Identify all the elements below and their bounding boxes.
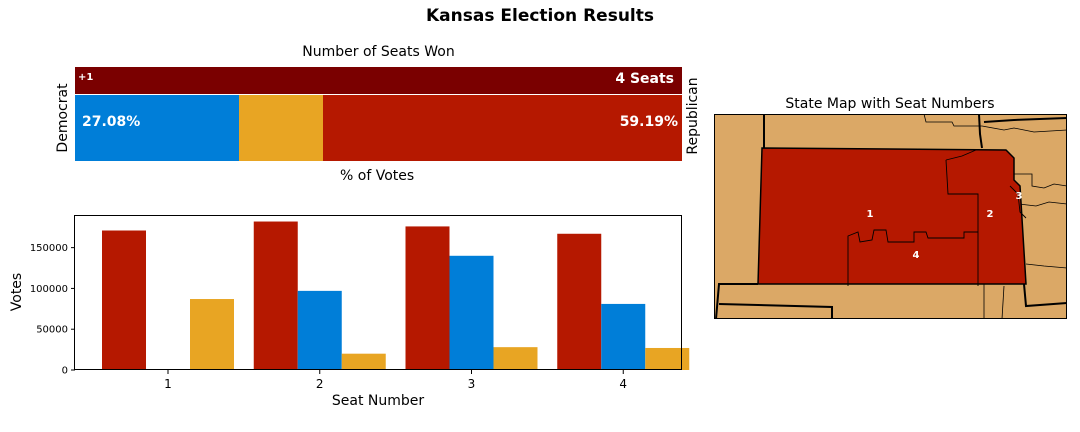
district-label-1: 1 [867, 209, 874, 220]
bar-seat-2-other [341, 353, 386, 370]
district-label-2: 2 [987, 209, 994, 220]
y-tick-label: 150000 [30, 243, 68, 254]
district-label-3: 3 [1016, 191, 1023, 202]
bar-seat-4-other [645, 347, 690, 370]
y-axis-label: Votes [9, 273, 25, 311]
bar-seat-1-republican [102, 230, 146, 370]
y-tick-label: 50000 [36, 325, 68, 336]
x-ticks: 1 2 3 4 [164, 370, 627, 391]
state-borders [715, 114, 1067, 319]
bar-seat-3-republican [405, 226, 450, 370]
bar-seat-2-republican [253, 221, 298, 370]
bar-seat-4-republican [557, 233, 602, 370]
democrat-side-label: Democrat [55, 83, 71, 153]
seat-bar [75, 67, 682, 94]
seats-panel-title: Number of Seats Won [302, 44, 455, 60]
vote-share-republican [322, 95, 682, 161]
y-tick-label: 100000 [30, 284, 68, 295]
x-axis-label: Seat Number [332, 393, 425, 409]
vote-share-democrat [75, 95, 240, 161]
vote-share-bar [75, 95, 682, 161]
vote-share-other [239, 95, 323, 161]
map-frame [714, 114, 1067, 319]
chart-title: Kansas Election Results [426, 6, 654, 26]
y-ticks: 0 50000 100000 150000 [30, 243, 75, 377]
x-tick-label: 2 [316, 377, 324, 391]
state-map: 1 2 3 4 [714, 114, 1067, 319]
map-title: State Map with Seat Numbers [785, 96, 995, 112]
y-tick-label: 0 [62, 366, 68, 377]
seats-won-label: 4 Seats [615, 71, 674, 87]
bar-seat-4-democrat [601, 303, 646, 370]
state-shape [757, 147, 1027, 285]
district-label-4: 4 [913, 250, 920, 261]
plot-frame [74, 215, 682, 370]
vote-share-axis-label: % of Votes [340, 168, 415, 184]
bar-seat-3-other [493, 347, 538, 370]
bar-group [102, 221, 690, 370]
county-lines [923, 114, 1067, 319]
x-tick-label: 1 [164, 377, 172, 391]
bar-seat-2-democrat [297, 290, 342, 370]
republican-side-label: Republican [685, 77, 701, 155]
x-tick-label: 4 [619, 377, 627, 391]
bar-seat-3-democrat [449, 255, 494, 370]
democrat-percent-label: 27.08% [82, 114, 141, 130]
republican-percent-label: 59.19% [619, 114, 678, 130]
district-borders [847, 149, 1027, 286]
seat-change-label: +1 [78, 72, 94, 83]
bar-seat-1-other [190, 299, 234, 370]
x-tick-label: 3 [468, 377, 476, 391]
votes-bar-chart: 0 50000 100000 150000 1 2 3 4 Seat Number Vote… [9, 215, 690, 409]
